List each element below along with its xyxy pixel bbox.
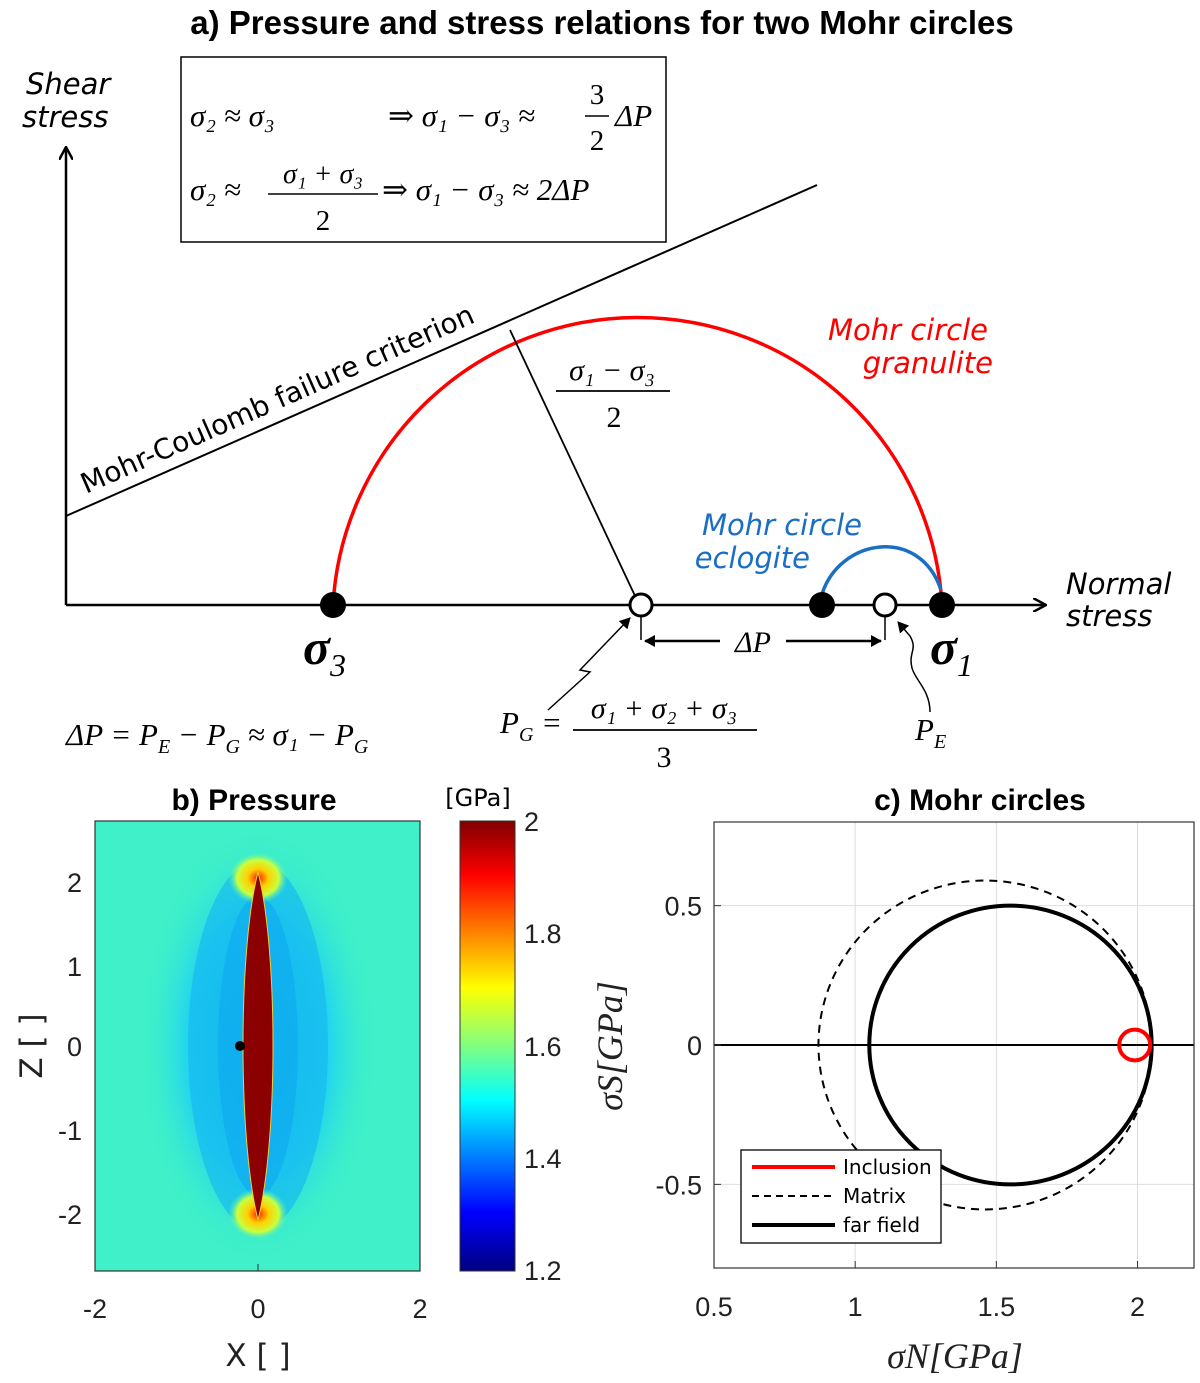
panel-c-xlabel: σN[GPa] (887, 1336, 1023, 1376)
sigma3-label: σ3 (303, 619, 346, 683)
svg-text:σ₂ ≈ σ₃: σ₂ ≈ σ₃ (190, 98, 275, 133)
panel-b-title: b) Pressure (171, 784, 336, 817)
shear-axis-label-line2: stress (22, 100, 108, 134)
panel-c-ylabel: σS[GPa] (590, 981, 630, 1111)
pe-leader (897, 621, 931, 713)
svg-text:2: 2 (607, 401, 622, 434)
svg-text:1.2: 1.2 (524, 1256, 562, 1286)
svg-text:2: 2 (590, 125, 605, 157)
eclogite-label-line1: Mohr circle (702, 508, 862, 542)
radius-line (509, 329, 637, 599)
pe-label: PE (914, 712, 946, 753)
svg-text:σ₁ + σ₂ + σ₃: σ₁ + σ₂ + σ₃ (591, 692, 737, 725)
radius-fraction: σ₁ − σ₃ 2 (556, 354, 670, 434)
delta-p-label: ΔP (734, 626, 771, 659)
svg-text:2: 2 (524, 807, 539, 837)
inclusion-shape (242, 871, 274, 1221)
sigma1-label: σ1 (930, 619, 973, 683)
svg-text:⇒ σ₁ − σ₃ ≈ 2ΔP: ⇒ σ₁ − σ₃ ≈ 2ΔP (382, 172, 589, 207)
svg-text:⇒ σ₁ − σ₃ ≈: ⇒ σ₁ − σ₃ ≈ (388, 98, 535, 133)
granulite-label-line1: Mohr circle (828, 313, 988, 347)
panel-a-title: a) Pressure and stress relations for two… (190, 4, 1013, 41)
svg-text:σ₁ + σ₃: σ₁ + σ₃ (283, 159, 363, 190)
pe-point (872, 592, 898, 618)
svg-text:1.6: 1.6 (524, 1032, 562, 1062)
svg-text:[GPa]: [GPa] (445, 784, 510, 812)
svg-text:PG =: PG = (499, 705, 562, 746)
svg-text:1: 1 (67, 952, 82, 982)
panel-b-xlabel: X [ ] (225, 1338, 290, 1374)
tick-label-x-2: 1.5 (978, 1292, 1016, 1322)
panel-b-x-ticks: -2 0 2 (83, 1264, 428, 1324)
panel-b-ylabel: Z [ ] (14, 1013, 50, 1078)
svg-text:-2: -2 (58, 1200, 82, 1230)
granulite-label-line2: granulite (863, 346, 993, 380)
sigma1-point (929, 592, 955, 618)
svg-text:2: 2 (67, 868, 82, 898)
tick-label-y-1: 0 (687, 1031, 702, 1061)
svg-text:1.4: 1.4 (524, 1144, 562, 1174)
pg-point (628, 592, 654, 618)
panel-c-ticks: 0.5 1 1.5 2 0.5 0 -0.5 (655, 892, 1145, 1322)
svg-text:σ₁ − σ₃: σ₁ − σ₃ (569, 354, 655, 387)
colorbar: [GPa] 2 1.8 1.6 1.4 1.2 (445, 784, 561, 1286)
legend-far-field: far field (843, 1213, 920, 1237)
tick-label-x-1: 1 (848, 1292, 863, 1322)
series-inclusion-circle (1117, 1027, 1153, 1063)
svg-text:2: 2 (412, 1294, 427, 1324)
svg-text:0: 0 (67, 1032, 82, 1062)
svg-text:σ₂ ≈: σ₂ ≈ (190, 172, 241, 207)
svg-text:0: 0 (250, 1294, 265, 1324)
svg-text:ΔP: ΔP (613, 98, 652, 133)
panel-b-y-ticks: 2 1 0 -1 -2 (58, 868, 82, 1230)
tick-label-x-0: 0.5 (695, 1292, 733, 1322)
svg-text:3: 3 (657, 741, 672, 774)
legend-inclusion: Inclusion (843, 1155, 932, 1179)
legend-matrix: Matrix (843, 1184, 906, 1208)
svg-text:1.8: 1.8 (524, 919, 562, 949)
svg-text:-1: -1 (58, 1116, 82, 1146)
pressure-field (95, 821, 420, 1271)
panel-c-title: c) Mohr circles (874, 784, 1086, 817)
eclogite-label-line2: eclogite (695, 541, 810, 575)
eclogite-mohr-circle (820, 545, 943, 595)
granulite-mohr-circle (331, 315, 944, 606)
relations-box: σ₂ ≈ σ₃ ⇒ σ₁ − σ₃ ≈ 3 2 ΔP σ₂ ≈ σ₁ + σ₃ … (180, 56, 667, 243)
tick-label-x-3: 2 (1130, 1292, 1145, 1322)
svg-text:3: 3 (590, 79, 605, 111)
pg-leader (547, 617, 631, 711)
mohr-coulomb-label: Mohr-Coulomb failure criterion (76, 298, 480, 500)
sigma3-point (320, 592, 346, 618)
svg-text:2: 2 (316, 205, 331, 237)
delta-p-equation: ΔP = PE − PG ≈ σ₁ − PG (64, 717, 369, 758)
panel-c: c) Mohr circles 0.5 1 1.5 2 0.5 0 -0.5 σN[GPa]… (590, 784, 1195, 1376)
panel-a: a) Pressure and stress relations for two… (22, 4, 1171, 774)
shear-axis-label-line1: Shear (26, 67, 112, 101)
tick-label-y-0: 0.5 (664, 892, 702, 922)
normal-axis-label-line1: Normal (1066, 567, 1171, 601)
svg-text:-2: -2 (83, 1294, 107, 1324)
normal-axis-label-line2: stress (1066, 599, 1152, 633)
mohr-coulomb-line (65, 184, 818, 517)
eclogite-sigma3-point (809, 592, 835, 618)
panel-b: b) Pressure -2 0 2 2 1 0 -1 -2 (14, 784, 562, 1374)
panel-c-legend: Inclusion Matrix far field (740, 1149, 942, 1244)
pg-equation: PG = σ₁ + σ₂ + σ₃ 3 (499, 692, 757, 774)
panel-c-plot (714, 879, 1194, 1211)
sample-point (235, 1041, 245, 1051)
tick-label-y-2: -0.5 (655, 1170, 702, 1200)
